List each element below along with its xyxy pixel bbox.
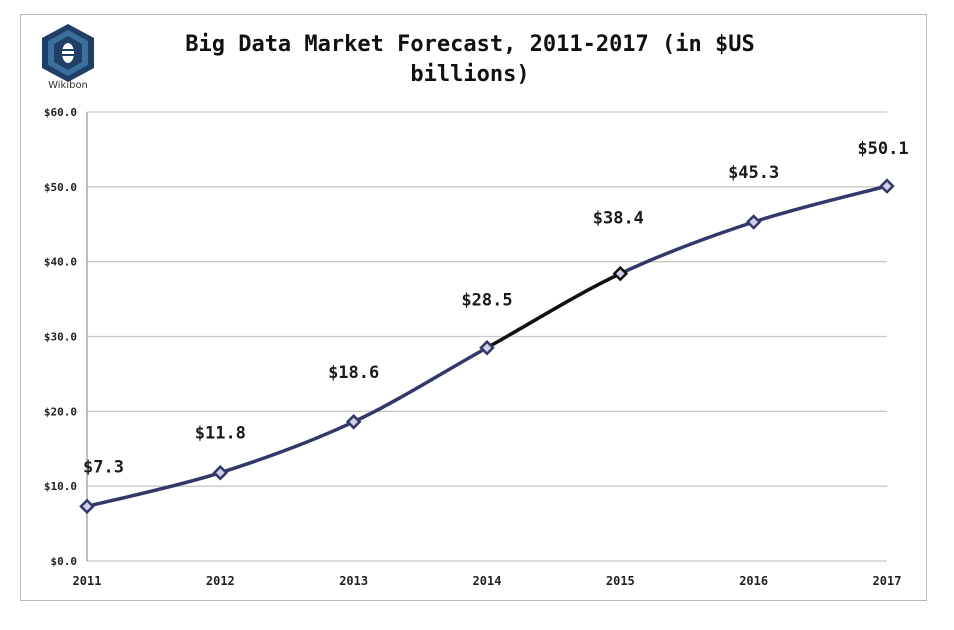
wikibon-logo-icon <box>42 24 94 82</box>
data-point-marker <box>79 498 95 515</box>
data-label: $28.5 <box>461 291 512 311</box>
series-line-segment <box>751 184 889 224</box>
y-tick-label: $60.0 <box>44 106 77 119</box>
series-line-segment <box>618 220 756 276</box>
x-tick-label: 2012 <box>206 574 235 588</box>
data-label: $45.3 <box>728 163 779 183</box>
data-point-marker <box>345 414 362 430</box>
y-tick-label: $0.0 <box>51 555 78 568</box>
x-tick-label: 2013 <box>339 574 368 588</box>
series-line-segment <box>218 420 356 475</box>
x-tick-label: 2011 <box>73 574 102 588</box>
x-tick-label: 2016 <box>739 574 768 588</box>
y-tick-label: $40.0 <box>44 256 77 269</box>
y-tick-label: $50.0 <box>44 181 77 194</box>
x-tick-label: 2017 <box>873 574 902 588</box>
data-point-marker <box>479 339 495 356</box>
x-tick-label: 2015 <box>606 574 635 588</box>
logo-text: Wikibon <box>48 80 88 91</box>
series-line-segment <box>485 271 623 350</box>
y-tick-label: $20.0 <box>44 405 77 418</box>
data-point-marker <box>612 265 629 282</box>
y-tick-label: $30.0 <box>44 331 77 344</box>
chart-title: Big Data Market Forecast, 2011-2017 (in … <box>185 32 755 87</box>
y-tick-label: $10.0 <box>44 480 77 493</box>
data-label: $7.3 <box>83 457 124 477</box>
series-line-segment <box>351 345 489 424</box>
data-label: $38.4 <box>593 209 644 229</box>
data-point-marker <box>745 214 762 230</box>
data-label: $50.1 <box>857 139 908 159</box>
data-label: $18.6 <box>328 363 379 383</box>
series-line-segment <box>85 470 223 509</box>
x-tick-label: 2014 <box>473 574 502 588</box>
data-label: $11.8 <box>195 424 246 444</box>
data-point-marker <box>879 178 895 194</box>
data-point-marker <box>212 464 229 481</box>
